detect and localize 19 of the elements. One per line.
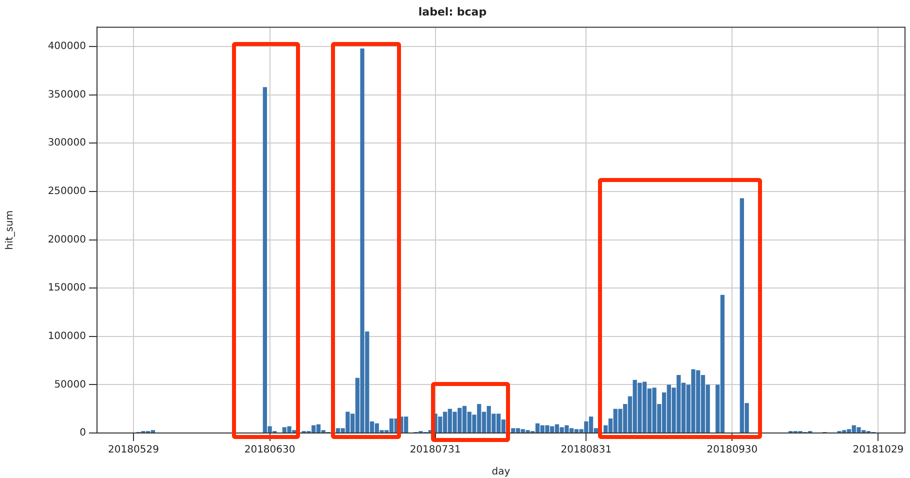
x-tick-label: 20180930 [706, 444, 758, 456]
x-tick-label: 20180731 [410, 444, 461, 456]
y-tick-label: 250000 [48, 186, 86, 198]
y-tick-label: 0 [80, 428, 86, 439]
y-tick-label: 100000 [48, 330, 86, 342]
y-tick-label: 150000 [48, 282, 86, 294]
y-tick-label: 350000 [48, 89, 86, 100]
x-tick-label: 20180630 [244, 444, 296, 456]
y-tick-label: 400000 [48, 41, 86, 52]
x-axis-title: day [492, 466, 510, 478]
x-tick-label: 20180831 [560, 444, 612, 456]
y-tick-label: 200000 [48, 234, 86, 246]
x-tick-label: 20181029 [852, 444, 904, 456]
chart-title: label: bcap [418, 5, 487, 18]
bar [404, 416, 408, 432]
y-tick-label: 300000 [48, 138, 86, 149]
y-tick-label: 50000 [54, 379, 86, 390]
y-axis-title: hit_sum [4, 210, 16, 250]
x-tick-label: 20180529 [108, 444, 159, 456]
